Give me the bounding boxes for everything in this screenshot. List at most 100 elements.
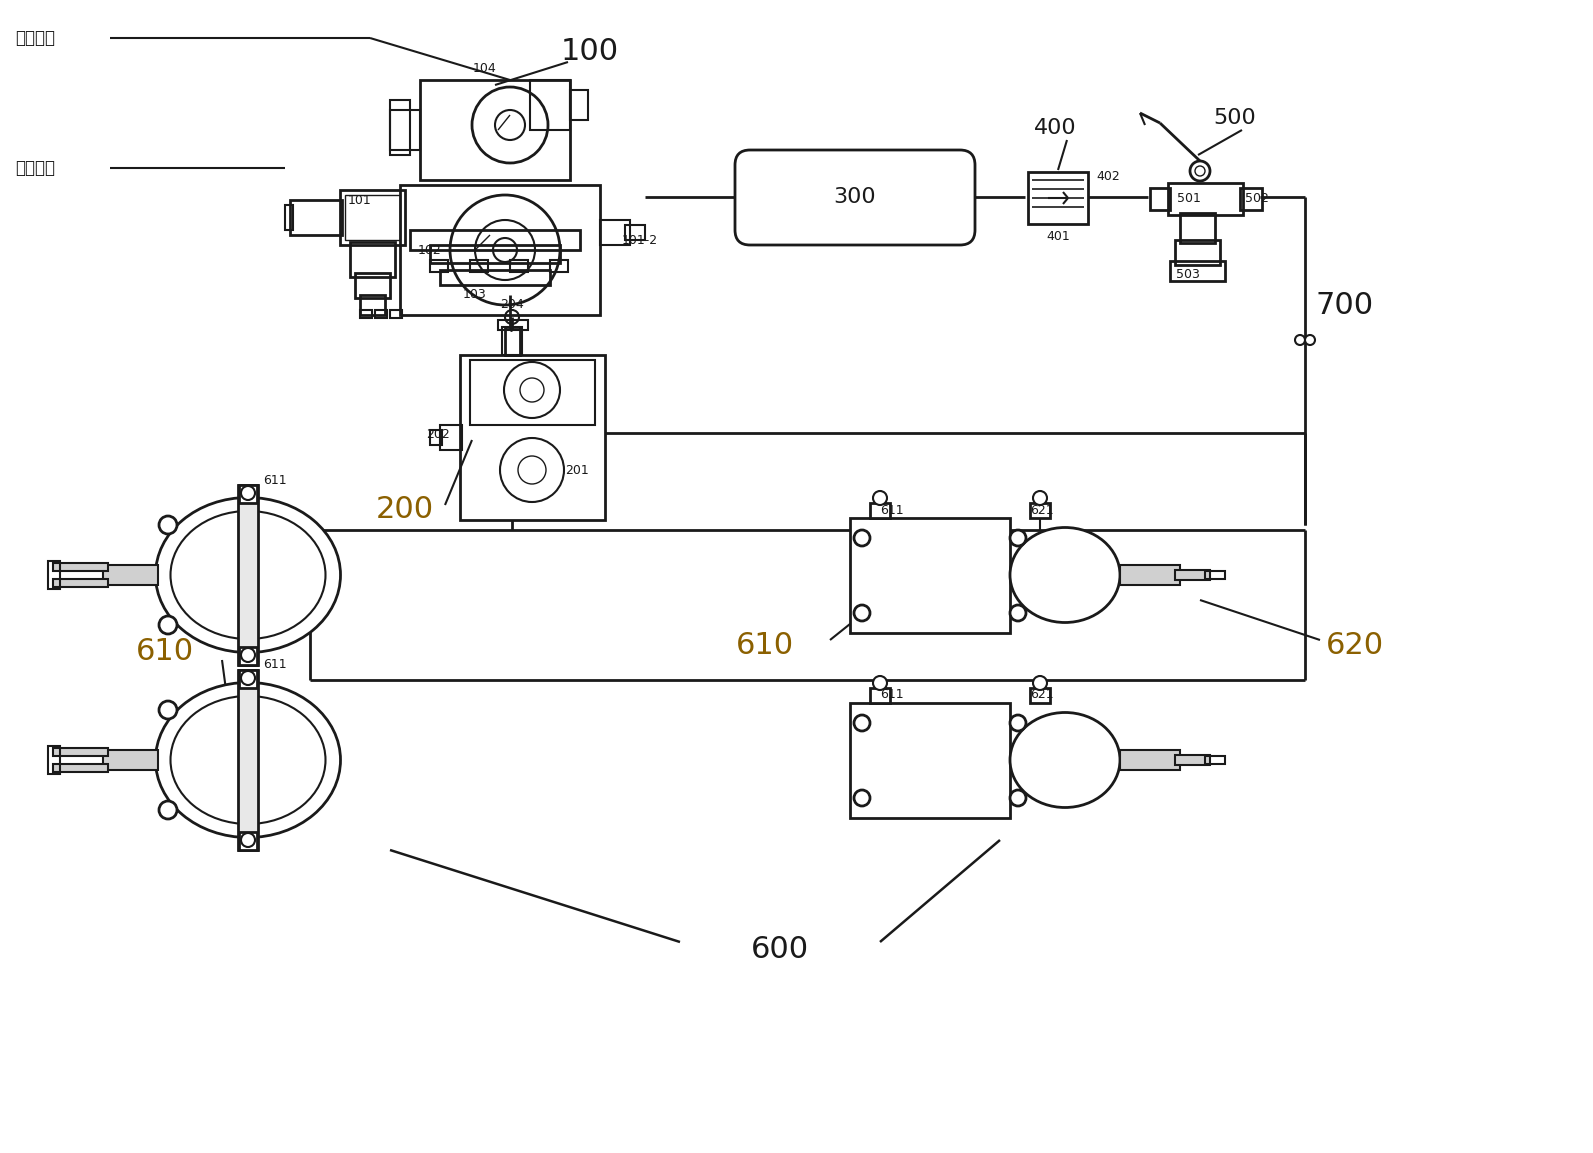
Bar [239, 832, 256, 850]
Bar [53, 748, 108, 756]
Bar [470, 259, 487, 272]
Bar [48, 746, 61, 774]
Circle shape [854, 605, 870, 621]
Bar [1176, 570, 1211, 580]
Bar [400, 184, 601, 315]
Bar [53, 563, 108, 571]
Bar [339, 190, 405, 244]
Bar [390, 310, 401, 318]
Text: 502: 502 [1246, 193, 1270, 205]
Bar [285, 205, 293, 229]
Bar [440, 425, 462, 450]
Text: 401: 401 [1047, 229, 1070, 242]
Bar [390, 100, 409, 155]
Bar [53, 764, 108, 773]
Bar [239, 670, 256, 688]
Text: 600: 600 [750, 935, 809, 965]
Bar [346, 195, 400, 240]
Ellipse shape [1010, 713, 1120, 807]
Text: 103: 103 [464, 288, 487, 301]
Bar [1168, 183, 1243, 214]
Circle shape [1295, 336, 1305, 345]
Bar [237, 485, 258, 665]
Text: 700: 700 [1316, 291, 1375, 319]
Bar [851, 703, 1010, 817]
Circle shape [159, 801, 177, 819]
Circle shape [854, 715, 870, 731]
Circle shape [854, 790, 870, 806]
Text: 104: 104 [473, 61, 497, 75]
Circle shape [1010, 790, 1026, 806]
Circle shape [854, 530, 870, 547]
Text: 控制管路: 控制管路 [14, 29, 56, 47]
Bar [1031, 688, 1050, 703]
Text: 供气管路: 供气管路 [14, 159, 56, 178]
Bar [870, 688, 890, 703]
Ellipse shape [1010, 528, 1120, 623]
Bar [550, 259, 569, 272]
Ellipse shape [156, 497, 341, 653]
Bar [601, 220, 629, 244]
Text: 611: 611 [879, 504, 903, 517]
Bar [390, 110, 421, 150]
Circle shape [1032, 491, 1047, 505]
Bar [870, 503, 890, 518]
Text: 611: 611 [879, 688, 903, 701]
Bar [1176, 240, 1220, 265]
Circle shape [1010, 530, 1026, 547]
Bar [430, 430, 441, 445]
Bar [510, 259, 527, 272]
Circle shape [159, 517, 177, 534]
Bar [1169, 261, 1225, 281]
Bar [1239, 188, 1262, 210]
Bar [851, 518, 1010, 633]
Text: 201: 201 [566, 464, 589, 476]
Text: 621: 621 [1031, 504, 1053, 517]
Bar [104, 565, 158, 585]
Bar [239, 647, 256, 665]
Text: 501: 501 [1177, 193, 1201, 205]
Bar [237, 670, 258, 850]
Circle shape [873, 491, 887, 505]
Bar [460, 355, 605, 520]
Bar [104, 749, 158, 770]
Bar [1150, 188, 1169, 210]
Ellipse shape [156, 683, 341, 837]
Bar [430, 259, 448, 272]
Bar [430, 244, 561, 263]
Circle shape [241, 487, 255, 500]
Circle shape [159, 701, 177, 719]
Bar [350, 242, 395, 277]
Bar [570, 90, 588, 120]
Text: 202: 202 [427, 429, 449, 442]
Text: 610: 610 [736, 631, 793, 660]
Bar [1031, 503, 1050, 518]
Circle shape [241, 671, 255, 685]
Circle shape [1010, 715, 1026, 731]
Bar [1180, 213, 1215, 243]
Bar [1120, 749, 1180, 770]
Bar [409, 229, 580, 250]
Text: 402: 402 [1096, 171, 1120, 183]
Bar [624, 225, 645, 240]
Text: 400: 400 [1034, 118, 1077, 138]
Bar [48, 562, 61, 589]
Text: 610: 610 [135, 638, 194, 666]
Bar [1204, 571, 1225, 579]
Circle shape [1305, 336, 1314, 345]
Bar [1120, 565, 1180, 585]
Text: 611: 611 [263, 658, 287, 671]
Circle shape [241, 648, 255, 662]
Bar [239, 485, 256, 503]
Text: 200: 200 [376, 496, 433, 525]
Bar [421, 80, 570, 180]
Text: 100: 100 [561, 38, 620, 67]
Bar [499, 321, 527, 330]
Circle shape [1032, 676, 1047, 689]
Bar [502, 327, 523, 355]
Text: 500: 500 [1214, 108, 1257, 128]
Bar [1027, 172, 1088, 224]
Bar [470, 360, 596, 425]
Text: 204: 204 [500, 299, 524, 311]
Bar [355, 273, 390, 297]
